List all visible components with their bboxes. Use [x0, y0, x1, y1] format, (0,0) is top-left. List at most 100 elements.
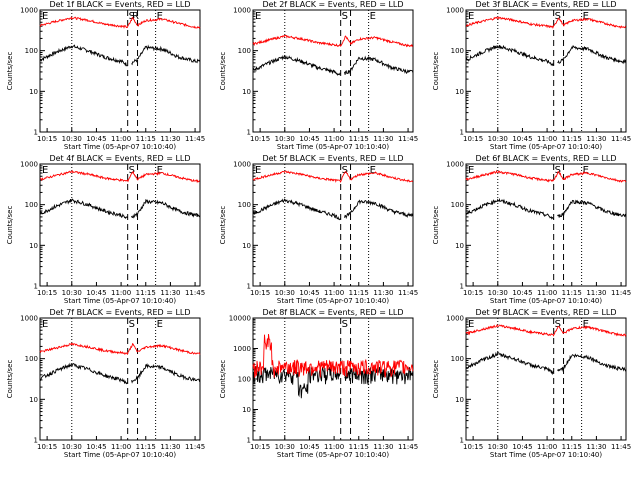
y-tick-label: 10 [29, 88, 38, 96]
x-axis-label: Start Time (05-Apr-07 10:10:40) [490, 451, 602, 459]
panel-det-4: Det 4f BLACK = Events, RED = LLD 1 10 100 10… [6, 154, 205, 305]
panel-title: Det 9f BLACK = Events, RED = LLD [475, 308, 616, 317]
x-tick-label: 10:15 [37, 443, 57, 451]
x-axis-label: Start Time (05-Apr-07 10:10:40) [64, 297, 176, 305]
x-axis-label: Start Time (05-Apr-07 10:10:40) [490, 297, 602, 305]
x-tick-label: 11:45 [611, 135, 631, 143]
y-tick-label: 10 [242, 88, 251, 96]
e-mark-right: E [157, 319, 163, 330]
y-tick-label: 1 [34, 283, 38, 291]
x-tick-label: 10:45 [86, 135, 106, 143]
plot-frame [465, 163, 627, 287]
x-tick-label: 10:15 [250, 135, 270, 143]
y-tick-label: 100 [25, 47, 38, 55]
panel-title: Det 4f BLACK = Events, RED = LLD [49, 154, 190, 163]
y-tick-label: 1000 [446, 161, 464, 169]
x-tick-label: 11:00 [537, 135, 557, 143]
e-mark-right: E [370, 11, 376, 22]
x-tick-label: 11:30 [373, 135, 393, 143]
y-tick-label: 1 [460, 283, 464, 291]
x-tick-label: 10:45 [512, 135, 532, 143]
x-tick-label: 10:30 [275, 135, 295, 143]
x-tick-label: 10:15 [463, 289, 483, 297]
y-tick-label: 10 [455, 396, 464, 404]
e-mark-right: E [583, 165, 589, 176]
y-axis-label: Counts/sec [6, 360, 14, 399]
x-tick-label: 11:30 [160, 443, 180, 451]
s-mark: S [342, 11, 348, 22]
panel-title: Det 6f BLACK = Events, RED = LLD [475, 154, 616, 163]
lld-series-line [465, 169, 627, 183]
events-series-line [39, 198, 201, 220]
x-tick-label: 11:00 [111, 289, 131, 297]
e-mark-left: E [255, 11, 261, 22]
x-tick-label: 11:45 [185, 443, 205, 451]
s-mark: S [342, 165, 348, 176]
x-tick-label: 11:45 [611, 289, 631, 297]
x-axis-label: Start Time (05-Apr-07 10:10:40) [490, 143, 602, 151]
events-series-line [39, 362, 201, 385]
e-mark-right: E [583, 11, 589, 22]
events-series-line [465, 197, 627, 220]
y-tick-label: 1000 [20, 161, 38, 169]
x-tick-label: 11:30 [160, 289, 180, 297]
y-tick-label: 10 [242, 242, 251, 250]
x-tick-label: 10:45 [512, 443, 532, 451]
x-tick-label: 11:15 [562, 289, 582, 297]
x-tick-label: 11:30 [586, 443, 606, 451]
y-axis-label: Counts/sec [432, 52, 440, 91]
y-axis-label: Counts/sec [6, 52, 14, 91]
y-tick-label: 100 [451, 355, 464, 363]
x-tick-label: 10:30 [62, 443, 82, 451]
panel-det-7: Det 7f BLACK = Events, RED = LLD 1 10 100 10… [6, 308, 205, 459]
x-tick-label: 11:15 [349, 135, 369, 143]
plot-frame [252, 163, 414, 287]
panel-title: Det 7f BLACK = Events, RED = LLD [49, 308, 190, 317]
x-axis-label: Start Time (05-Apr-07 10:10:40) [277, 297, 389, 305]
e-mark-left: E [42, 11, 48, 22]
y-tick-label: 100 [25, 355, 38, 363]
y-tick-label: 1 [247, 283, 251, 291]
panel-det-5: Det 5f BLACK = Events, RED = LLD 1 10 100 10… [219, 154, 418, 305]
y-tick-label: 1 [460, 437, 464, 445]
x-tick-label: 10:15 [37, 289, 57, 297]
lld-series-line [252, 34, 414, 48]
s-mark: S [129, 165, 135, 176]
panel-det-9: Det 9f BLACK = Events, RED = LLD 1 10 100 10… [432, 308, 631, 459]
y-tick-label: 10 [455, 242, 464, 250]
lld-series-line [39, 342, 201, 356]
x-axis-label: Start Time (05-Apr-07 10:10:40) [64, 143, 176, 151]
plot-frame [39, 163, 201, 287]
x-tick-label: 11:15 [136, 289, 156, 297]
x-tick-label: 10:45 [512, 289, 532, 297]
y-tick-label: 100 [451, 47, 464, 55]
y-tick-label: 100 [238, 47, 251, 55]
s-mark: S [555, 11, 561, 22]
y-tick-label: 100 [238, 376, 251, 384]
lld-series-line [466, 15, 627, 29]
y-tick-label: 10 [29, 242, 38, 250]
x-tick-label: 10:45 [86, 443, 106, 451]
y-axis-label: Counts/sec [219, 206, 227, 245]
x-tick-label: 10:30 [62, 135, 82, 143]
x-tick-label: 11:00 [324, 289, 344, 297]
lld-series-line [465, 323, 627, 337]
x-tick-label: 11:15 [562, 443, 582, 451]
x-tick-label: 10:15 [250, 289, 270, 297]
x-tick-label: 10:15 [250, 443, 270, 451]
y-tick-label: 10 [242, 406, 251, 414]
e-mark-right: E [157, 165, 163, 176]
plot-frame [465, 9, 627, 133]
e-mark-left: E [468, 165, 474, 176]
x-tick-label: 11:00 [324, 135, 344, 143]
panel-title: Det 3f BLACK = Events, RED = LLD [475, 0, 616, 9]
panel-det-8: Det 8f BLACK = Events, RED = LLD 1 10 100 10… [219, 308, 418, 459]
x-tick-label: 11:15 [349, 443, 369, 451]
y-tick-label: 1000 [20, 315, 38, 323]
events-series-line [465, 351, 627, 376]
y-tick-label: 10000 [229, 315, 251, 323]
e-mark-left: E [468, 319, 474, 330]
x-tick-label: 10:30 [488, 135, 508, 143]
x-tick-label: 11:45 [398, 443, 418, 451]
y-axis-label: Counts/sec [432, 360, 440, 399]
